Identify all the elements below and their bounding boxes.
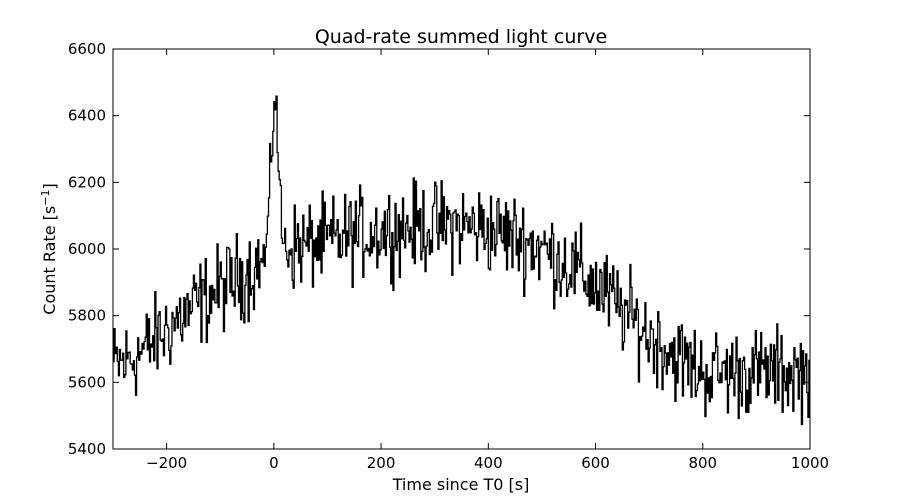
x-axis: −200 0 200 400 600 800 1000	[146, 49, 829, 472]
y-axis-label-main: Count Rate [s	[40, 206, 59, 315]
y-tick-label: 5800	[68, 307, 106, 325]
x-tick-label: 400	[474, 454, 503, 472]
y-axis: 5400 5600 5800 6000 6200 6400 6600	[68, 40, 810, 458]
x-tick-label: 800	[688, 454, 717, 472]
y-tick-label: 6400	[68, 107, 106, 125]
x-tick-label: 200	[367, 454, 396, 472]
x-tick-label: 0	[269, 454, 279, 472]
y-tick-label: 5400	[68, 440, 106, 458]
y-axis-label-end: ]	[40, 183, 59, 189]
y-axis-label-superscript: −1	[39, 190, 52, 206]
x-tick-label: 1000	[791, 454, 829, 472]
y-tick-label: 6600	[68, 40, 106, 58]
chart-title: Quad-rate summed light curve	[315, 26, 607, 48]
y-tick-label: 5600	[68, 373, 106, 391]
light-curve-series	[113, 95, 810, 426]
x-axis-label: Time since T0 [s]	[392, 475, 530, 494]
y-tick-label: 6200	[68, 173, 106, 191]
plot-area	[113, 95, 810, 426]
y-axis-label: Count Rate [s−1]	[39, 183, 60, 314]
y-tick-label: 6000	[68, 240, 106, 258]
x-tick-label: −200	[146, 454, 187, 472]
x-tick-label: 600	[581, 454, 610, 472]
